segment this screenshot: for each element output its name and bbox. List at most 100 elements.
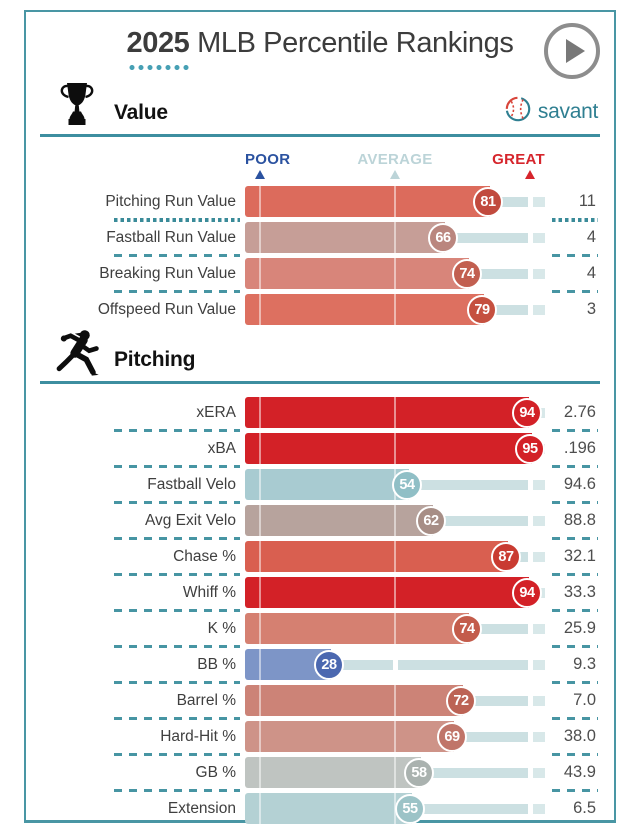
metric-value: 6.5 [573, 799, 596, 817]
metric-label: Pitching Run Value [105, 192, 236, 210]
metric-value: 11 [578, 192, 596, 210]
page-title: 2025 MLB Percentile Rankings [40, 26, 600, 71]
metric-label: Avg Exit Velo [144, 511, 236, 529]
percentile-bar-fill [245, 721, 454, 752]
percentile-value: 28 [321, 656, 337, 673]
metric-row: BB % 28 9.3 [40, 649, 600, 680]
percentile-badge[interactable]: 94 [512, 397, 542, 428]
section-divider [40, 134, 600, 137]
percentile-bar-fill [245, 685, 463, 716]
savant-logo-text: savant [537, 99, 598, 123]
percentile-badge[interactable]: 94 [512, 577, 542, 608]
percentile-bar-fill [245, 186, 490, 217]
percentile-badge[interactable]: 95 [515, 433, 545, 464]
percentile-value: 94 [519, 584, 535, 601]
percentile-badge[interactable]: 69 [437, 721, 467, 752]
percentile-value: 87 [498, 548, 514, 565]
row-separator [40, 289, 600, 294]
percentile-bar-fill [245, 469, 409, 500]
metric-value: 9.3 [573, 655, 596, 673]
percentile-badge[interactable]: 74 [452, 613, 482, 644]
tick-5th-percentile [259, 685, 261, 716]
percentile-bar-area: 94 [245, 397, 545, 428]
metric-row: xERA 94 2.76 [40, 397, 600, 428]
trophy-icon [56, 81, 98, 134]
metric-label: Extension [167, 799, 236, 817]
tick-50th-percentile [394, 613, 396, 644]
percentile-badge[interactable]: 87 [491, 541, 521, 572]
percentile-scale-header: POOR AVERAGE GREAT [40, 151, 600, 181]
row-separator [40, 500, 600, 505]
percentile-rankings-card: 2025 MLB Percentile Rankings Value sava [24, 10, 616, 824]
percentile-bar-area: 79 [245, 294, 545, 325]
metric-label: Barrel % [176, 691, 236, 709]
metric-label: BB % [197, 655, 236, 673]
percentile-value: 95 [522, 440, 538, 457]
percentile-badge[interactable]: 72 [446, 685, 476, 716]
section-divider [40, 381, 600, 384]
percentile-value: 79 [474, 301, 490, 318]
row-separator [40, 788, 600, 793]
percentile-value: 58 [411, 764, 427, 781]
tick-50th-percentile [394, 505, 396, 536]
percentile-value: 66 [435, 229, 451, 246]
row-separator [40, 572, 600, 577]
savant-logo[interactable]: savant [504, 95, 598, 128]
metric-value: 94.6 [563, 475, 596, 493]
tick-5th-percentile [259, 541, 261, 572]
percentile-badge[interactable]: 54 [392, 469, 422, 500]
tick-5th-percentile [259, 397, 261, 428]
percentile-badge[interactable]: 74 [452, 258, 482, 289]
metric-value: 4 [586, 228, 596, 246]
percentile-bar-area: 81 [245, 186, 545, 217]
metric-row: Fastball Run Value 66 4 [40, 222, 600, 253]
section-title: Pitching [114, 348, 196, 371]
percentile-badge[interactable]: 81 [473, 186, 503, 217]
metric-label: xERA [196, 403, 236, 421]
metric-rows: xERA 94 2.76 xBA 95 .196 Fastball Velo [40, 397, 600, 824]
metric-label: K % [207, 619, 236, 637]
tick-5th-percentile [259, 294, 261, 325]
tick-50th-percentile [394, 186, 396, 217]
percentile-bar-area: 87 [245, 541, 545, 572]
metric-value: 7.0 [573, 691, 596, 709]
tick-50th-percentile [394, 433, 396, 464]
metric-label: Hard-Hit % [160, 727, 236, 745]
percentile-bar-area: 54 [245, 469, 545, 500]
great-marker-icon [524, 170, 535, 179]
percentile-bar-fill [245, 541, 508, 572]
percentile-badge[interactable]: 58 [404, 757, 434, 788]
tick-5th-percentile [259, 469, 261, 500]
metric-label: Breaking Run Value [99, 264, 236, 282]
percentile-bar-area: 95 [245, 433, 545, 464]
percentile-value: 74 [459, 620, 475, 637]
percentile-value: 54 [399, 476, 415, 493]
metric-value: 88.8 [563, 511, 596, 529]
metric-row: Barrel % 72 7.0 [40, 685, 600, 716]
row-separator [40, 428, 600, 433]
sections: Value savant POOR AVERAGE GREAT Pit [40, 81, 600, 824]
percentile-bar-fill [245, 757, 421, 788]
metric-row: Chase % 87 32.1 [40, 541, 600, 572]
metric-row: K % 74 25.9 [40, 613, 600, 644]
row-separator [40, 680, 600, 685]
play-button[interactable] [544, 23, 600, 79]
tick-5th-percentile [259, 577, 261, 608]
percentile-bar-area: 74 [245, 258, 545, 289]
section-header: Pitching [40, 330, 600, 381]
metric-row: Breaking Run Value 74 4 [40, 258, 600, 289]
percentile-bar-fill [245, 793, 412, 824]
tick-50th-percentile [394, 258, 396, 289]
percentile-badge[interactable]: 55 [395, 793, 425, 824]
percentile-badge[interactable]: 62 [416, 505, 446, 536]
percentile-badge[interactable]: 79 [467, 294, 497, 325]
page-header: 2025 MLB Percentile Rankings [40, 23, 600, 84]
dots-decoration [128, 64, 191, 71]
percentile-badge[interactable]: 66 [428, 222, 458, 253]
metric-row: Whiff % 94 33.3 [40, 577, 600, 608]
metric-row: GB % 58 43.9 [40, 757, 600, 788]
baseball-icon [504, 95, 532, 128]
percentile-badge[interactable]: 28 [314, 649, 344, 680]
average-marker-icon [389, 170, 400, 179]
tick-5th-percentile [259, 649, 261, 680]
